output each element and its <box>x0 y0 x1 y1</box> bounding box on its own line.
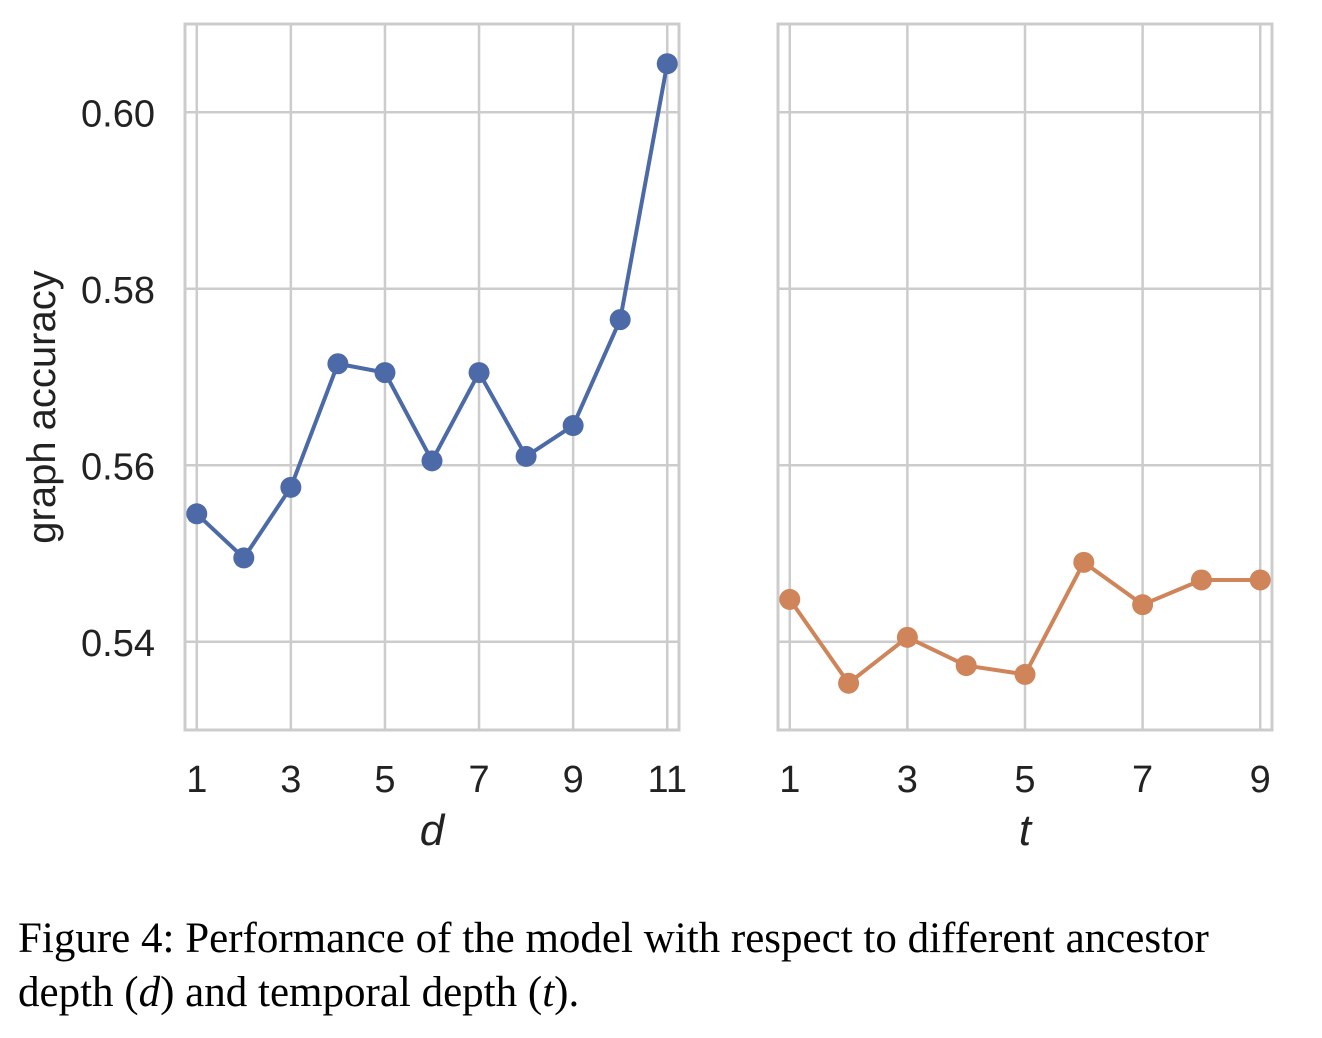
data-point <box>562 415 584 437</box>
y-tick-label: 0.60 <box>81 93 155 135</box>
plot-frame <box>776 22 1274 732</box>
data-point <box>609 309 631 331</box>
data-point <box>779 588 801 610</box>
data-point <box>1073 551 1095 573</box>
x-tick-label: 9 <box>1250 759 1271 801</box>
data-point <box>1014 663 1036 685</box>
x-tick-label: 3 <box>897 759 918 801</box>
x-tick-label: 1 <box>186 759 207 801</box>
x-tick-label: 11 <box>648 759 687 801</box>
x-axis-label: t <box>1019 806 1033 855</box>
figure-caption: Figure 4: Performance of the model with … <box>18 912 1308 1020</box>
series-line <box>195 63 670 560</box>
y-tick-label: 0.56 <box>81 446 155 488</box>
plot-frame <box>183 22 681 732</box>
x-tick-label: 3 <box>280 759 301 801</box>
x-tick-label: 5 <box>1014 759 1035 801</box>
x-tick-label: 1 <box>779 759 800 801</box>
data-point <box>327 353 349 375</box>
data-point <box>374 362 396 384</box>
data-point <box>1249 569 1271 591</box>
caption-text-prefix: Figure 4: Performance of the model with … <box>18 915 1209 1016</box>
data-point <box>896 626 918 648</box>
data-point <box>1190 569 1212 591</box>
data-point <box>838 672 860 694</box>
data-point <box>468 362 490 384</box>
caption-var-t: t <box>542 969 555 1016</box>
caption-var-d: d <box>138 969 161 1016</box>
y-tick-label: 0.58 <box>81 270 155 312</box>
x-axis-label: d <box>420 806 446 855</box>
data-point <box>955 655 977 677</box>
y-tick-label: 0.54 <box>81 623 155 665</box>
data-point <box>421 450 443 472</box>
data-point <box>186 503 208 525</box>
data-point <box>233 547 255 569</box>
x-tick-label: 7 <box>1132 759 1153 801</box>
x-tick-label: 5 <box>374 759 395 801</box>
data-point <box>280 476 302 498</box>
data-point <box>656 53 678 75</box>
caption-text-middle: ) and temporal depth ( <box>160 969 543 1016</box>
x-tick-label: 7 <box>468 759 489 801</box>
data-point <box>515 445 537 467</box>
figure: 1 3 5 7 9 11 0.54 0.56 0.58 0.60 d graph accuracy 1 3… <box>20 22 1274 855</box>
data-point <box>1132 594 1154 616</box>
x-tick-label: 9 <box>563 759 584 801</box>
caption-text-suffix: ). <box>554 969 580 1016</box>
y-axis-label: graph accuracy <box>20 270 64 543</box>
